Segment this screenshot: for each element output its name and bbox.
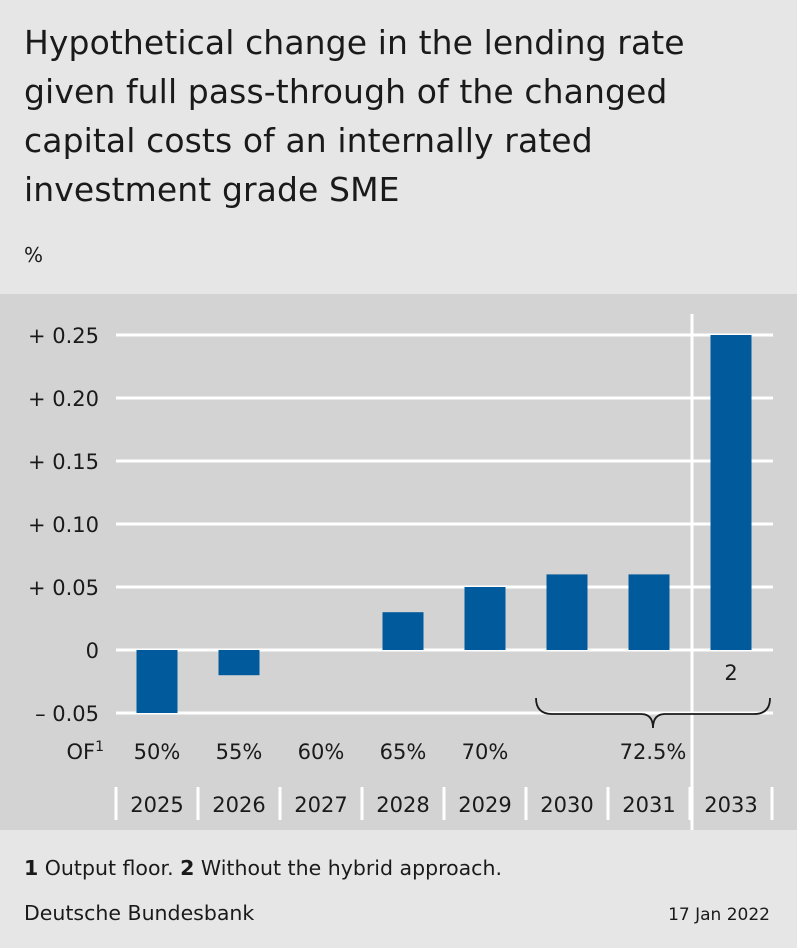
x-tick-label: 2028 [376, 793, 429, 817]
bar-chart: 2 – 0.050+ 0.05+ 0.10+ 0.15+ 0.20+ 0.25 … [28, 314, 774, 830]
unit-label: % [24, 243, 44, 267]
output-floor-label: OF1 [66, 739, 104, 764]
output-floor-value: 70% [462, 740, 509, 764]
publication-date: 17 Jan 2022 [668, 905, 770, 925]
output-floor-value: 65% [380, 740, 427, 764]
footnote-2-number: 2 [180, 856, 195, 880]
bar-2025 [136, 650, 178, 713]
bar-footnote-marker: 2 [724, 661, 737, 685]
footnote-1-number: 1 [24, 856, 39, 880]
y-tick-label: + 0.15 [28, 450, 99, 474]
x-axis: 2025 2026 2027 2028 2029 2030 2031 2033 [114, 787, 774, 820]
output-floor-row: OF1 50% 55% 60% 65% 70% 72.5% [66, 697, 771, 764]
source: Deutsche Bundesbank [24, 901, 255, 925]
footnote-2-text: Without the hybrid approach. [200, 856, 502, 880]
x-tick-label: 2027 [294, 793, 347, 817]
chart-header: Hypothetical change in the lending rate … [0, 0, 797, 287]
bar-2028 [382, 612, 424, 650]
x-tick-label: 2025 [130, 793, 183, 817]
x-tick-label: 2031 [622, 793, 675, 817]
chart-title: Hypothetical change in the lending rate … [24, 23, 685, 209]
x-tick-label: 2026 [212, 793, 265, 817]
y-tick-label: 0 [86, 639, 99, 663]
x-tick-label: 2029 [458, 793, 511, 817]
x-tick-label: 2030 [540, 793, 593, 817]
x-tick-label: 2033 [704, 793, 757, 817]
bar-2026 [218, 650, 260, 676]
bar-2029 [464, 587, 506, 650]
bar-2033 [710, 335, 752, 650]
bars: 2 [136, 335, 752, 713]
y-tick-label: + 0.05 [28, 576, 99, 600]
group-bracket [535, 697, 771, 729]
y-tick-label: + 0.10 [28, 513, 99, 537]
bar-2031 [628, 574, 670, 650]
y-axis-ticks: – 0.05 0 + 0.05 + 0.10 + 0.15 + 0.20 + 0.25 [28, 324, 99, 726]
output-floor-value: 50% [134, 740, 181, 764]
output-floor-value: 72.5% [620, 740, 687, 764]
y-tick-label: – 0.05 [35, 702, 99, 726]
output-floor-value: 55% [216, 740, 263, 764]
y-tick-label: + 0.20 [28, 387, 99, 411]
bar-2030 [546, 574, 588, 650]
chart-footer: 1 Output floor. 2 Without the hybrid app… [0, 838, 797, 948]
y-tick-label: + 0.25 [28, 324, 99, 348]
footnote: 1 Output floor. 2 Without the hybrid app… [24, 856, 502, 880]
output-floor-footnote-ref: 1 [95, 739, 104, 755]
footnote-1-text: Output floor. [44, 856, 174, 880]
plot-panel: 2 – 0.05 0 + 0.05 + 0.10 + 0.15 + 0.20 + 0.25 … [0, 294, 797, 830]
output-floor-value: 60% [298, 740, 345, 764]
